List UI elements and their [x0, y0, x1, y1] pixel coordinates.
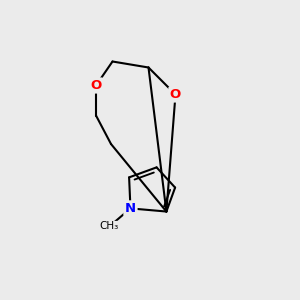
Text: O: O	[170, 88, 181, 101]
Text: O: O	[90, 79, 102, 92]
Text: CH₃: CH₃	[100, 221, 119, 231]
Text: N: N	[125, 202, 136, 215]
